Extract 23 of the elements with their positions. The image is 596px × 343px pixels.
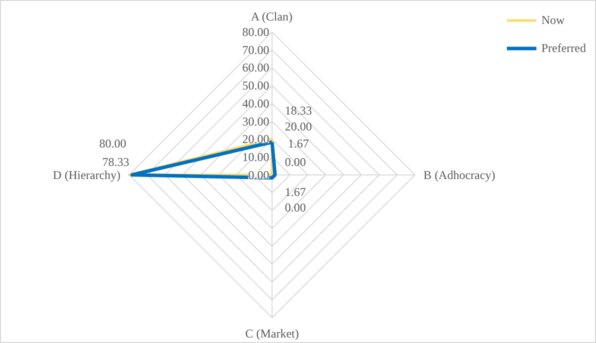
y-tick-label: 30.00 [242, 114, 270, 128]
spoke-label: B (Adhocracy) [424, 168, 496, 182]
y-tick-label: 0.00 [248, 168, 270, 182]
y-tick-label: 70.00 [242, 42, 270, 57]
data-label: 80.00 [99, 136, 126, 150]
y-tick-label: 60.00 [242, 60, 270, 75]
data-label: 1.67 [288, 136, 309, 150]
legend-label: Preferred [541, 40, 586, 56]
y-tick-label: 40.00 [242, 96, 270, 110]
spoke-label: C (Market) [245, 326, 299, 340]
spoke-label: D (Hierarchy) [52, 168, 121, 182]
data-label: 18.33 [284, 104, 312, 118]
spoke-label: A (Clan) [250, 9, 293, 24]
y-tick-label: 10.00 [242, 150, 270, 164]
data-label: 20.00 [284, 119, 312, 134]
y-tick-label: 20.00 [242, 132, 270, 146]
y-tick-label: 50.00 [242, 78, 270, 93]
data-label: 78.33 [102, 154, 130, 169]
data-label: 0.00 [284, 154, 306, 169]
data-label: 0.00 [284, 200, 306, 215]
y-tick-label: 80.00 [242, 24, 270, 39]
data-label: 1.67 [284, 185, 306, 200]
legend-label: Now [541, 12, 565, 28]
